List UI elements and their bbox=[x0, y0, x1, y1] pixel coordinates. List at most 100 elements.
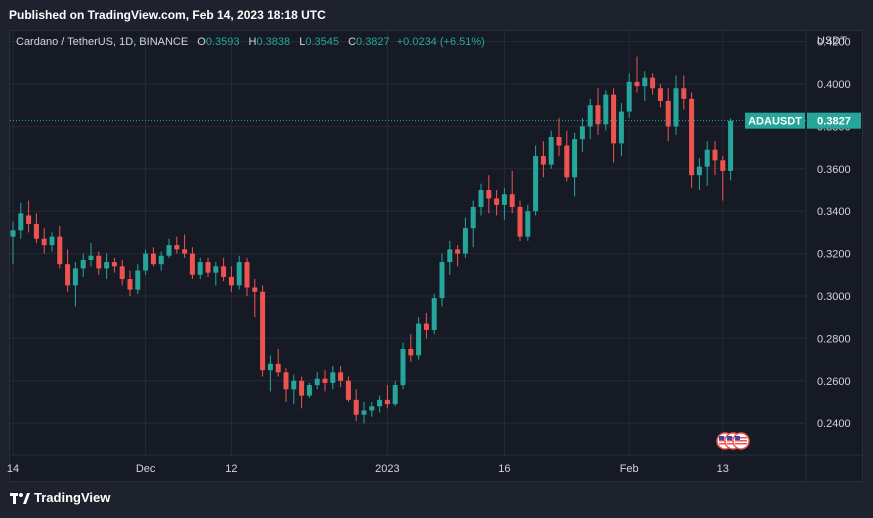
candle-body bbox=[416, 323, 422, 356]
candle-body bbox=[49, 236, 55, 246]
candle-body bbox=[96, 255, 102, 269]
low-value: 0.3545 bbox=[305, 36, 339, 48]
candle-body bbox=[166, 245, 172, 256]
overlays: ADAUSDT 0.3827 bbox=[10, 112, 861, 450]
candle-body bbox=[150, 253, 156, 265]
candle-body bbox=[345, 380, 351, 400]
candle-body bbox=[657, 88, 663, 101]
y-tick-label: 0.4200 bbox=[817, 37, 851, 49]
candle-body bbox=[494, 198, 500, 205]
candle-body bbox=[587, 105, 593, 127]
candle-body bbox=[104, 262, 110, 269]
flag-stripe bbox=[735, 443, 747, 445]
axes: 0.2400 0.2600 0.2800 0.3000 0.3200 0.3400 0.36… bbox=[7, 31, 862, 481]
candle-body bbox=[533, 156, 539, 212]
open-value: 0.3593 bbox=[205, 36, 240, 48]
candle-body bbox=[338, 372, 344, 381]
tradingview-brand: TradingView bbox=[34, 490, 111, 505]
candle-body bbox=[540, 156, 546, 165]
candle-body bbox=[579, 126, 585, 140]
candle-body bbox=[470, 206, 476, 229]
candle-body bbox=[556, 137, 562, 146]
candle-body bbox=[205, 262, 211, 273]
candle-body bbox=[634, 81, 640, 87]
candle-body bbox=[306, 385, 312, 396]
candle-body bbox=[275, 363, 281, 373]
candle-body bbox=[322, 378, 328, 383]
y-tick-label: 0.2800 bbox=[817, 333, 851, 345]
y-tick-label: 0.3200 bbox=[817, 249, 851, 261]
candle-body bbox=[252, 287, 258, 292]
candle-body bbox=[618, 111, 624, 144]
candle-body bbox=[501, 194, 507, 205]
candle-body bbox=[197, 262, 203, 275]
candle-body bbox=[65, 264, 71, 286]
price-tag-value: 0.3827 bbox=[817, 116, 851, 128]
candle-body bbox=[603, 94, 609, 125]
candle-body bbox=[80, 259, 86, 269]
candle-body bbox=[665, 100, 671, 127]
candle-body bbox=[650, 77, 656, 89]
candle-body bbox=[431, 298, 437, 330]
symbol-name: Cardano / TetherUS, 1D, BINANCE bbox=[16, 36, 189, 48]
candle-body bbox=[673, 88, 679, 127]
flag-stripe bbox=[735, 437, 747, 439]
candle-body bbox=[704, 149, 710, 167]
candle-body bbox=[330, 372, 336, 383]
candle-body bbox=[462, 228, 468, 254]
y-tick-label: 0.2400 bbox=[817, 418, 851, 430]
candle-body bbox=[260, 291, 266, 371]
price-tag: ADAUSDT 0.3827 bbox=[745, 112, 861, 129]
candle-body bbox=[423, 323, 429, 330]
published-header: Published on TradingView.com, Feb 14, 20… bbox=[9, 8, 326, 22]
candle-body bbox=[143, 253, 149, 271]
y-tick-label: 0.2600 bbox=[817, 376, 851, 388]
close-value: 0.3827 bbox=[356, 36, 390, 48]
candle-body bbox=[283, 372, 289, 390]
candle-body bbox=[33, 223, 39, 239]
candle-body bbox=[236, 262, 242, 286]
candle-body bbox=[267, 363, 273, 371]
candle-body bbox=[486, 190, 492, 199]
candle-body bbox=[728, 120, 734, 171]
candle-body bbox=[400, 349, 406, 386]
x-tick-label: 16 bbox=[498, 463, 510, 475]
candle-body bbox=[408, 349, 414, 356]
candle-body bbox=[213, 266, 219, 273]
candle-body bbox=[57, 236, 63, 265]
low-label: L bbox=[299, 36, 306, 48]
candle-body bbox=[111, 262, 117, 267]
candle-body bbox=[455, 249, 461, 254]
candle-body bbox=[18, 213, 24, 231]
price-tag-symbol: ADAUSDT bbox=[748, 116, 802, 128]
candle-body bbox=[525, 211, 531, 237]
candle-body bbox=[189, 253, 195, 275]
candle-body bbox=[572, 139, 578, 178]
high-value: 0.3838 bbox=[256, 36, 291, 48]
candle-body bbox=[548, 137, 554, 165]
candle-body bbox=[626, 81, 632, 112]
candle-body bbox=[696, 166, 702, 176]
x-tick-label: Feb bbox=[620, 463, 639, 475]
candle-body bbox=[221, 266, 227, 277]
x-tick-label: 13 bbox=[717, 463, 729, 475]
candle-body bbox=[299, 380, 305, 396]
symbol-legend[interactable]: Cardano / TetherUS, 1D, BINANCE O0.3593 … bbox=[16, 35, 485, 49]
candle-body bbox=[392, 385, 398, 405]
x-tick-label: Dec bbox=[136, 463, 156, 475]
flag-canton bbox=[719, 436, 724, 440]
x-tick-label: 2023 bbox=[375, 463, 399, 475]
candle-body bbox=[291, 380, 297, 390]
candle-body bbox=[119, 266, 125, 280]
candle-body bbox=[564, 145, 570, 178]
candles bbox=[10, 56, 734, 424]
candle-body bbox=[689, 98, 695, 176]
candle-body bbox=[135, 270, 141, 290]
tradingview-logo[interactable]: TradingView bbox=[10, 490, 110, 505]
tradingview-logo-icon bbox=[10, 491, 30, 505]
high-label: H bbox=[248, 36, 257, 48]
candle-body bbox=[642, 77, 648, 87]
candle-body bbox=[244, 262, 250, 288]
candle-body bbox=[353, 399, 359, 415]
